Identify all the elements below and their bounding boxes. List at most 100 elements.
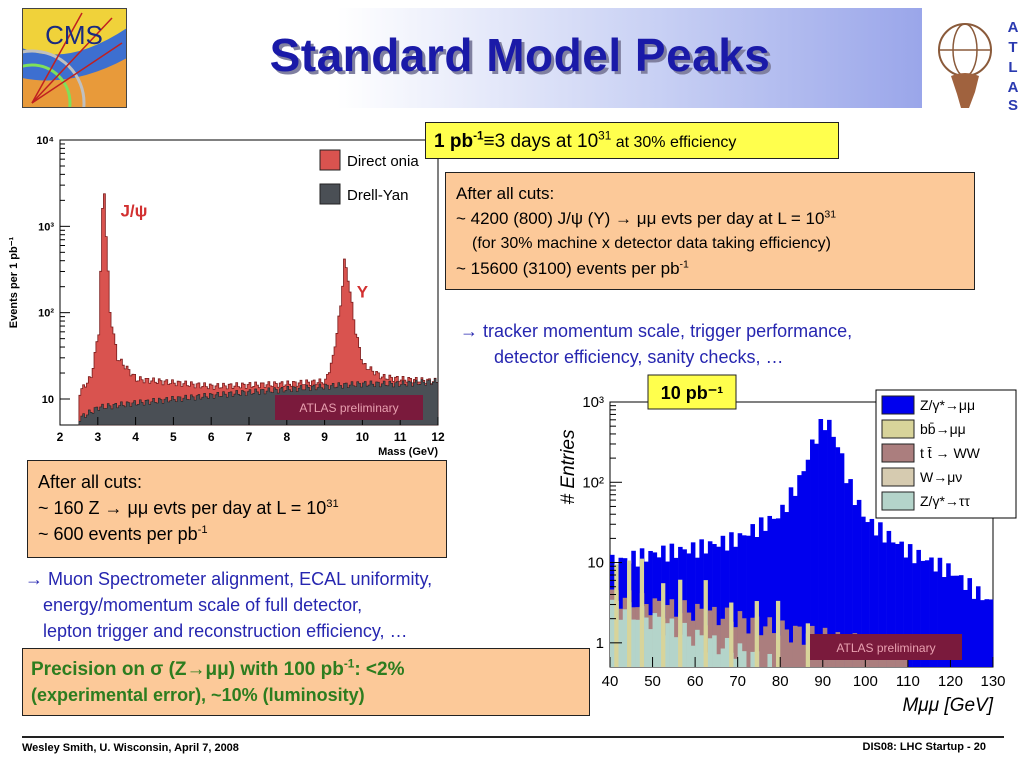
bar-z-mumu <box>912 563 917 667</box>
atlas-letter-l: L <box>1008 59 1017 76</box>
annotation-upsilon: Y <box>357 282 369 301</box>
bar-z-mumu <box>852 505 858 667</box>
bar-z-mumu <box>839 453 845 667</box>
bar-z-mumu <box>920 560 926 667</box>
bar-z-tautau <box>690 645 696 667</box>
bar-z-mumu <box>771 518 777 667</box>
bar-z-tautau <box>686 636 692 667</box>
bar-z-mumu <box>954 575 960 667</box>
series-direct-onia <box>78 193 439 426</box>
y-tick-label: 1 <box>596 635 604 652</box>
bar-z-tautau <box>669 618 675 667</box>
badge-atlas-preliminary-right-text: ATLAS preliminary <box>836 641 935 655</box>
legend-label: W→μν <box>920 469 962 485</box>
x-tick-label: 90 <box>814 673 831 690</box>
bar-z-mumu <box>946 563 951 667</box>
bar-z-mumu <box>827 419 832 667</box>
bar-z-mumu <box>686 553 692 667</box>
bar-z-tautau <box>631 619 636 667</box>
bar-z-tautau <box>648 629 653 667</box>
bar-z-mumu <box>801 471 807 667</box>
left-cuts-box: After all cuts: ~ 160 Z → μμ evts per da… <box>27 460 447 558</box>
bar-ttbar <box>767 617 773 667</box>
x-tick-label: 4 <box>132 430 139 444</box>
x-tick-label: 10 <box>356 430 370 444</box>
slide-title: Standard Model Peaks <box>269 29 771 81</box>
x-tick-label: 120 <box>938 673 963 690</box>
right-arrow-line2: detector efficiency, sanity checks, … <box>494 347 784 367</box>
bar-ttbar <box>784 629 790 667</box>
x-tick-label: 60 <box>687 673 704 690</box>
lumi-small: at 30% efficiency <box>611 134 737 151</box>
legend-label: Z/γ*→μμ <box>920 397 975 413</box>
x-tick-label: 50 <box>644 673 661 690</box>
bar-z-tautau <box>652 613 658 667</box>
bar-z-tautau <box>622 609 628 667</box>
bar-z-tautau <box>724 637 730 667</box>
bar-z-mumu <box>831 436 836 667</box>
bar-z-mumu <box>907 544 913 667</box>
legend-swatch <box>881 419 915 439</box>
bar-ttbar <box>716 625 721 667</box>
x-tick-label: 80 <box>772 673 789 690</box>
bar-bb <box>614 564 619 667</box>
bar-bb <box>805 623 811 667</box>
legend-label-drell-yan: Drell-Yan <box>347 187 408 204</box>
bar-bb <box>775 600 781 667</box>
bar-z-mumu <box>733 546 738 667</box>
bar-z-mumu <box>975 586 981 667</box>
bar-z-mumu <box>861 516 866 667</box>
bar-z-tautau <box>767 653 773 667</box>
right-arrow-text: → tracker momentum scale, trigger perfor… <box>460 318 852 370</box>
bar-z-tautau <box>610 599 615 667</box>
bar-z-mumu <box>941 577 947 667</box>
left-cuts-line2-sup: 31 <box>326 498 339 510</box>
bar-z-mumu <box>788 487 794 667</box>
bar-ttbar <box>741 618 747 667</box>
x-tick-label: 9 <box>321 430 328 444</box>
bar-z-mumu <box>792 495 798 667</box>
bar-z-tautau <box>682 622 687 667</box>
bar-z-mumu <box>720 535 726 667</box>
y-tick-label: 10 <box>587 555 604 572</box>
legend-swatch <box>881 491 915 511</box>
bar-z-mumu <box>882 542 887 667</box>
bar-ttbar <box>797 626 802 667</box>
bar-bb <box>703 580 708 667</box>
bar-ttbar <box>899 659 904 667</box>
left-cuts-line2: ~ 160 Z → μμ evts per day at L = 10 <box>38 498 327 518</box>
left-arrow-text: → Muon Spectrometer alignment, ECAL unif… <box>25 566 432 644</box>
bar-z-mumu <box>937 557 943 667</box>
annotation-jpsi: J/ψ <box>120 201 147 220</box>
bar-z-mumu <box>784 512 790 667</box>
bar-z-mumu <box>822 430 828 667</box>
right-cuts-line4: ~ 15600 (3100) events per pb <box>456 259 680 278</box>
x-tick-label: 40 <box>602 673 619 690</box>
bar-z-mumu <box>865 522 870 667</box>
bar-z-mumu <box>707 541 713 667</box>
bar-ttbar <box>724 607 730 667</box>
onia-mass-chart: 2 3 4 5 6 7 8 9 10 11 12 10 10² 10³ 10⁴ Events per 1 pb… <box>8 135 445 458</box>
footer-right: DIS08: LHC Startup - 20 <box>862 741 986 753</box>
x-tick-label: 11 <box>394 430 407 444</box>
x-tick-label: 8 <box>283 430 290 444</box>
atlas-letter-s: S <box>1008 97 1018 110</box>
cms-logo-text: CMS <box>45 20 103 50</box>
footer-rule <box>22 736 1004 738</box>
bar-z-mumu <box>958 575 964 667</box>
legend-swatch <box>881 443 915 463</box>
bar-z-mumu <box>699 539 704 667</box>
bar-z-mumu <box>810 439 815 667</box>
x-tick-label: 70 <box>729 673 746 690</box>
bar-ttbar <box>788 642 794 667</box>
bar-z-tautau <box>635 619 641 667</box>
atlas-letter-t: T <box>1008 39 1017 56</box>
bar-ttbar <box>801 644 807 667</box>
y-axis-label: Events per 1 pb⁻¹ <box>8 236 20 328</box>
bar-z-mumu <box>869 518 875 667</box>
lumi-tag-box <box>647 374 737 410</box>
left-cuts-line1: After all cuts: <box>38 472 143 492</box>
right-cuts-line2-sup: 31 <box>824 208 837 221</box>
bar-z-mumu <box>984 599 990 667</box>
x-tick-label: 6 <box>208 430 215 444</box>
